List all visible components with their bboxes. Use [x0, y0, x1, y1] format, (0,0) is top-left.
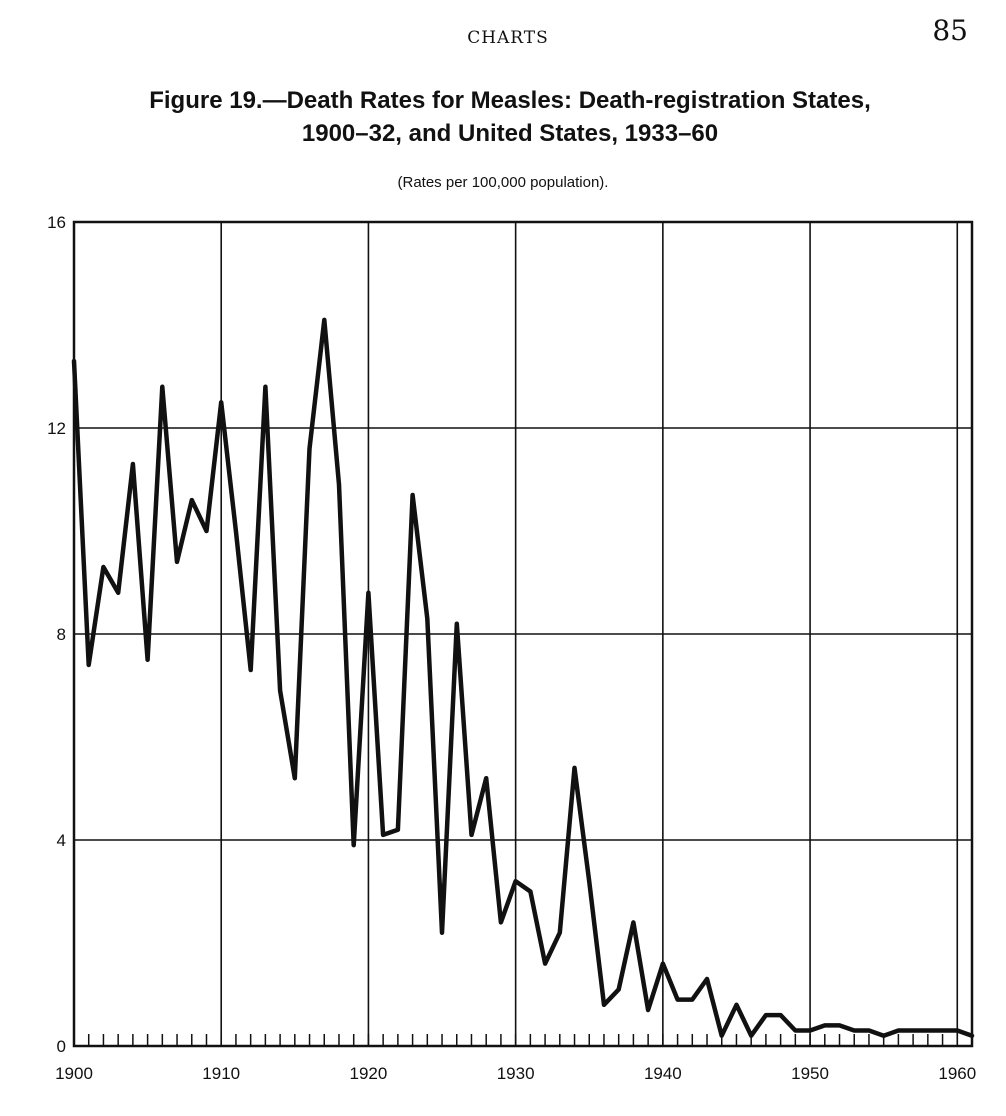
- y-tick-labels: 0 4 8 12 16: [47, 213, 66, 1056]
- y-tick-label-12: 12: [47, 419, 66, 438]
- x-tick-labels: 1900 1910 1920 1930 1940 1950 1960: [55, 1064, 976, 1083]
- y-tick-label-0: 0: [57, 1037, 66, 1056]
- figure-subtitle: (Rates per 100,000 population).: [397, 174, 609, 191]
- x-tick-label-1920: 1920: [350, 1064, 388, 1083]
- x-tick-label-1940: 1940: [644, 1064, 682, 1083]
- y-tick-label-4: 4: [57, 831, 66, 850]
- page-number: 85: [932, 14, 968, 47]
- x-tick-label-1960: 1960: [938, 1064, 976, 1083]
- data-points: [74, 320, 972, 1036]
- y-tick-label-8: 8: [57, 625, 66, 644]
- figure-title: Figure 19.—Death Rates for Measles: Deat…: [60, 84, 960, 150]
- series-line-measles: [71, 317, 975, 1038]
- figure-title-line-1: Figure 19.—Death Rates for Measles: Deat…: [149, 87, 871, 114]
- gridlines: [73, 221, 972, 1047]
- x-tick-label-1910: 1910: [202, 1064, 240, 1083]
- plot-frame: [72, 220, 974, 1048]
- x-tick-label-1930: 1930: [497, 1064, 535, 1083]
- x-tick-label-1900: 1900: [55, 1064, 93, 1083]
- page-header: CHARTS 85: [0, 14, 1006, 58]
- figure-title-line-2: 1900–32, and United States, 1933–60: [301, 120, 719, 147]
- x-tick-label-1950: 1950: [791, 1064, 829, 1083]
- y-tick-label-16: 16: [47, 213, 66, 232]
- minor-ticks: [73, 1034, 973, 1046]
- running-head: CHARTS: [467, 28, 549, 48]
